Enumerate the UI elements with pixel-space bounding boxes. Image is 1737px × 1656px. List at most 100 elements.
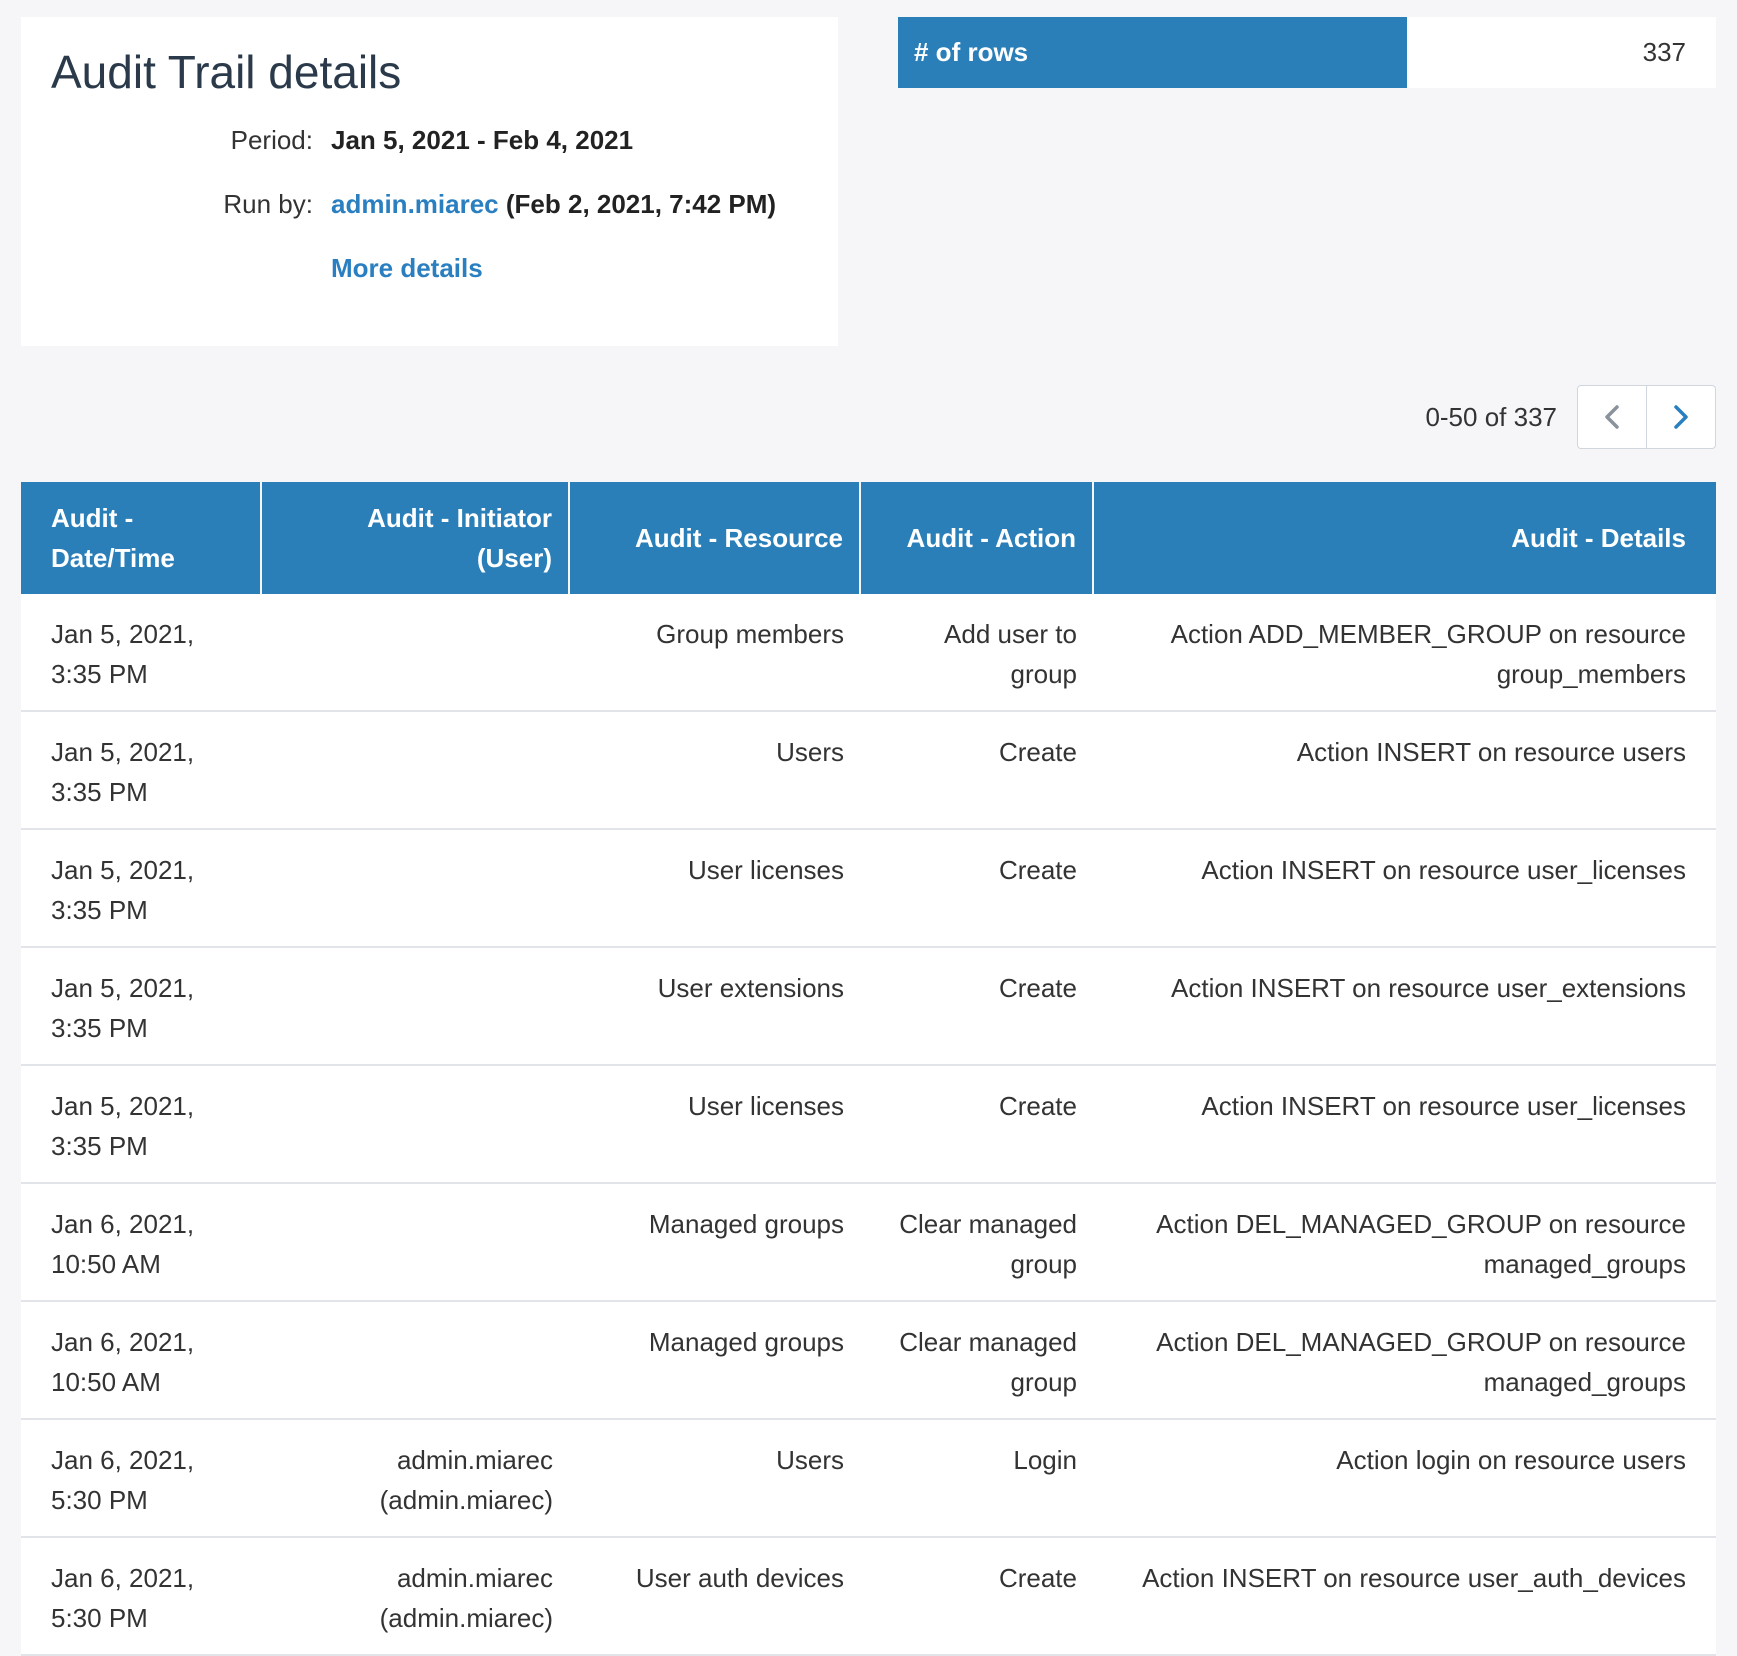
cell-action-line: Create (998, 737, 1077, 767)
audit-table: Audit - Date/Time Audit - Initiator (User)… (21, 482, 1716, 1656)
table-row[interactable]: Jan 6, 2021, 5:30 PM admin.miarec (admin.mi… (21, 1537, 1716, 1656)
cell-datetime-line: Jan 6, 2021, (51, 1209, 195, 1239)
cell-datetime-line: 3:35 PM (51, 895, 148, 925)
cell-resource: Users (569, 711, 860, 830)
cell-action: Create (860, 1065, 1093, 1184)
table-header-row: Audit - Date/Time Audit - Initiator (User)… (21, 482, 1716, 594)
cell-details-line: Action INSERT on resource user_auth_devi… (1142, 1563, 1686, 1593)
column-header-initiator[interactable]: Audit - Initiator (User) (261, 482, 570, 594)
cell-details-line: Action INSERT on resource user_licenses (1201, 1091, 1686, 1121)
cell-action-line: Create (998, 855, 1077, 885)
period-value: Jan 5, 2021 - Feb 4, 2021 (331, 125, 634, 155)
table-row[interactable]: Jan 6, 2021, 10:50 AM Managed groups Clear … (21, 1301, 1716, 1420)
cell-details-line: group_members (1496, 659, 1686, 689)
cell-datetime: Jan 5, 2021, 3:35 PM (21, 829, 261, 948)
cell-details-line: Action DEL_MANAGED_GROUP on resource (1156, 1327, 1686, 1357)
cell-details-line: Action INSERT on resource user_licenses (1201, 855, 1686, 885)
cell-datetime-line: Jan 6, 2021, (51, 1327, 195, 1357)
pagination-range: 0-50 of 337 (1425, 402, 1557, 432)
cell-datetime-line: Jan 5, 2021, (51, 973, 195, 1003)
table-row[interactable]: Jan 6, 2021, 10:50 AM Managed groups Clear … (21, 1183, 1716, 1302)
cell-resource-line: User auth devices (635, 1563, 844, 1593)
cell-details: Action INSERT on resource user_licenses (1093, 829, 1716, 948)
cell-initiator-line: admin.miarec (396, 1445, 553, 1475)
cell-datetime: Jan 5, 2021, 3:35 PM (21, 1065, 261, 1184)
run-by-time: (Feb 2, 2021, 7:42 PM) (505, 189, 777, 219)
chevron-right-icon (1674, 405, 1688, 429)
more-details-link[interactable]: More details (331, 253, 483, 283)
cell-details: Action INSERT on resource user_licenses (1093, 1065, 1716, 1184)
cell-action: Create (860, 947, 1093, 1066)
period-label: Period: (230, 125, 313, 155)
cell-datetime-line: 3:35 PM (51, 1131, 148, 1161)
table-row[interactable]: Jan 5, 2021, 3:35 PM User licenses Create Ac… (21, 1065, 1716, 1184)
cell-datetime-line: Jan 5, 2021, (51, 737, 195, 767)
cell-action-line: Clear managed (899, 1209, 1077, 1239)
table-row[interactable]: Jan 5, 2021, 3:35 PM Group members Add user… (21, 594, 1716, 712)
cell-initiator (261, 1065, 569, 1184)
cell-datetime-line: 5:30 PM (51, 1485, 148, 1515)
column-header-datetime[interactable]: Audit - Date/Time (21, 482, 262, 594)
cell-action-line: group (1010, 1249, 1078, 1279)
cell-details-line: Action login on resource users (1336, 1445, 1686, 1475)
table-row[interactable]: Jan 6, 2021, 5:30 PM admin.miarec (admin.mi… (21, 1419, 1716, 1538)
cell-datetime-line: 3:35 PM (51, 659, 148, 689)
cell-initiator-line: (admin.miarec) (379, 1485, 553, 1515)
cell-resource-line: Managed groups (648, 1209, 844, 1239)
audit-details-card: Audit Trail details Period: Jan 5, 2021 … (21, 17, 838, 346)
table-row[interactable]: Jan 5, 2021, 3:35 PM User licenses Create Ac… (21, 829, 1716, 948)
cell-action-line: Clear managed (899, 1327, 1077, 1357)
cell-details: Action DEL_MANAGED_GROUP on resource mana… (1093, 1183, 1716, 1302)
cell-action-line: group (1010, 659, 1078, 689)
cell-initiator-line: admin.miarec (396, 1563, 553, 1593)
cell-action-line: Login (1013, 1445, 1077, 1475)
cell-datetime-line: 10:50 AM (51, 1367, 161, 1397)
cell-datetime: Jan 5, 2021, 3:35 PM (21, 711, 261, 830)
column-header-details[interactable]: Audit - Details (1093, 482, 1716, 594)
cell-action: Create (860, 1537, 1093, 1656)
cell-action: Clear managed group (860, 1301, 1093, 1420)
cell-resource-line: User licenses (687, 855, 844, 885)
run-by-label: Run by: (223, 189, 313, 219)
row-count-label: # of rows (898, 17, 1407, 88)
cell-resource: User extensions (569, 947, 860, 1066)
cell-resource: Group members (569, 594, 860, 712)
cell-initiator-line: (admin.miarec) (379, 1603, 553, 1633)
cell-resource: User licenses (569, 829, 860, 948)
cell-datetime-line: Jan 6, 2021, (51, 1563, 195, 1593)
cell-datetime: Jan 6, 2021, 10:50 AM (21, 1301, 261, 1420)
cell-initiator: admin.miarec (admin.miarec) (261, 1419, 569, 1538)
cell-action-line: Create (998, 1563, 1077, 1593)
cell-resource: User auth devices (569, 1537, 860, 1656)
cell-resource: Managed groups (569, 1301, 860, 1420)
cell-details: Action DEL_MANAGED_GROUP on resource mana… (1093, 1301, 1716, 1420)
row-count-value: 337 (1642, 37, 1686, 67)
cell-details: Action INSERT on resource user_extension… (1093, 947, 1716, 1066)
cell-action: Login (860, 1419, 1093, 1538)
cell-initiator (261, 594, 569, 712)
next-page-button[interactable] (1646, 386, 1715, 448)
cell-details: Action login on resource users (1093, 1419, 1716, 1538)
column-header-resource[interactable]: Audit - Resource (569, 482, 861, 594)
cell-details-line: Action INSERT on resource user_extension… (1171, 973, 1686, 1003)
cell-initiator (261, 947, 569, 1066)
cell-resource-line: User extensions (657, 973, 844, 1003)
previous-page-button[interactable] (1578, 386, 1646, 448)
run-by-user-link[interactable]: admin.miarec (331, 189, 499, 219)
cell-details-line: Action DEL_MANAGED_GROUP on resource (1156, 1209, 1686, 1239)
table-row[interactable]: Jan 5, 2021, 3:35 PM User extensions Create… (21, 947, 1716, 1066)
table-row[interactable]: Jan 5, 2021, 3:35 PM Users Create Action INS… (21, 711, 1716, 830)
row-count-box: # of rows 337 (898, 17, 1716, 88)
cell-datetime-line: Jan 6, 2021, (51, 1445, 195, 1475)
cell-resource: Managed groups (569, 1183, 860, 1302)
cell-action: Create (860, 829, 1093, 948)
cell-action-line: Add user to (944, 619, 1077, 649)
cell-datetime: Jan 5, 2021, 3:35 PM (21, 947, 261, 1066)
pagination-controls (1577, 385, 1716, 449)
cell-details-line: managed_groups (1483, 1249, 1686, 1279)
cell-details: Action INSERT on resource users (1093, 711, 1716, 830)
column-header-action[interactable]: Audit - Action (860, 482, 1094, 594)
cell-resource-line: User licenses (687, 1091, 844, 1121)
cell-datetime-line: Jan 5, 2021, (51, 855, 195, 885)
cell-action-line: Create (998, 973, 1077, 1003)
